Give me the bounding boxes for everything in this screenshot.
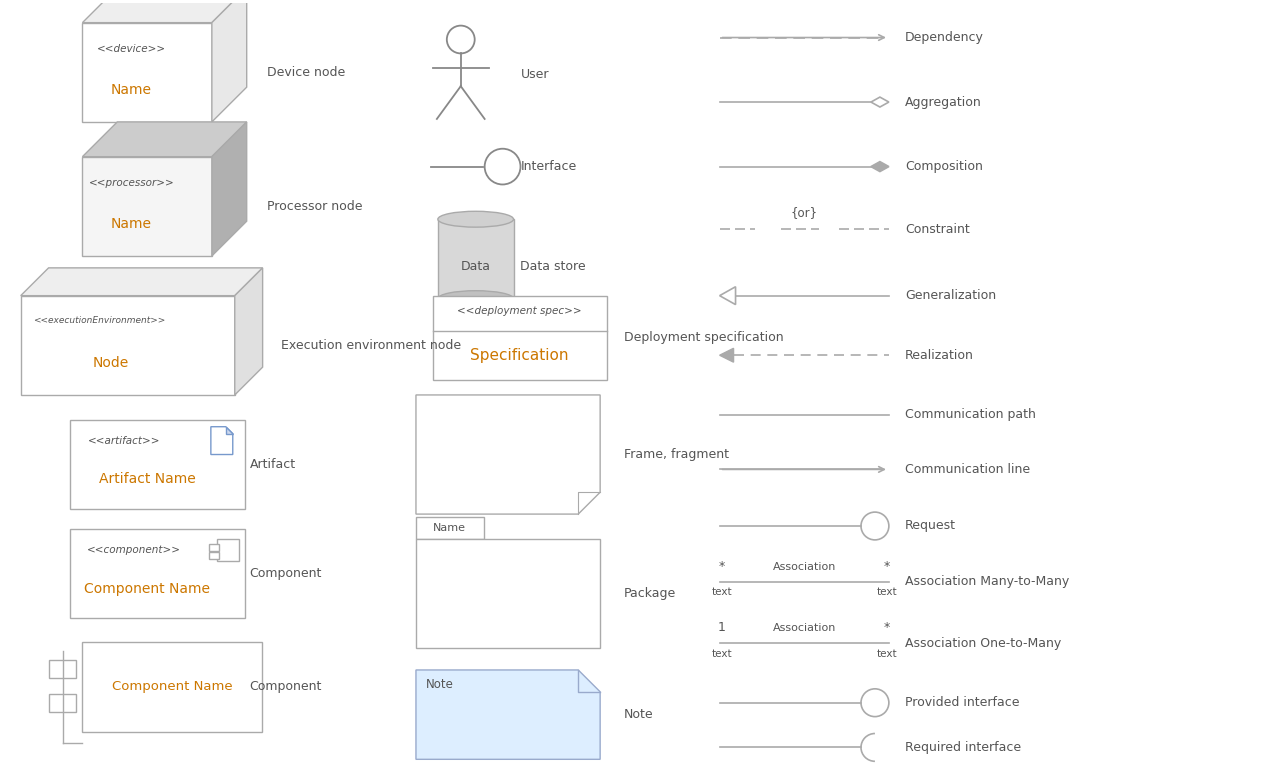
Text: Frame, fragment: Frame, fragment <box>624 448 729 461</box>
Text: Processor node: Processor node <box>267 200 362 213</box>
Text: Device node: Device node <box>267 66 345 79</box>
Text: Component: Component <box>249 680 323 694</box>
Text: Note: Note <box>426 678 454 691</box>
Text: <<executionEnvironment>>: <<executionEnvironment>> <box>33 316 164 326</box>
Text: Request: Request <box>904 519 956 532</box>
Text: Realization: Realization <box>904 349 974 362</box>
Polygon shape <box>211 122 247 256</box>
Text: <<processor>>: <<processor>> <box>89 178 175 188</box>
Text: Specification: Specification <box>471 348 569 363</box>
Text: text: text <box>877 649 897 659</box>
Text: *: * <box>884 560 891 573</box>
FancyBboxPatch shape <box>216 539 239 561</box>
Polygon shape <box>20 268 263 296</box>
FancyBboxPatch shape <box>48 694 76 711</box>
Text: text: text <box>711 587 732 598</box>
Text: Data store: Data store <box>520 260 586 274</box>
Text: Note: Note <box>624 708 654 722</box>
Polygon shape <box>82 122 247 157</box>
Polygon shape <box>211 0 247 122</box>
Text: <<component>>: <<component>> <box>86 545 181 555</box>
Text: Composition: Composition <box>904 160 983 173</box>
Text: Name: Name <box>111 217 152 231</box>
Text: Interface: Interface <box>520 160 577 173</box>
Text: Execution environment node: Execution environment node <box>281 339 460 352</box>
Text: Aggregation: Aggregation <box>904 95 982 109</box>
Text: Data: Data <box>460 260 491 274</box>
FancyBboxPatch shape <box>433 296 607 380</box>
FancyBboxPatch shape <box>48 660 76 678</box>
Polygon shape <box>82 0 247 22</box>
Text: User: User <box>520 67 549 81</box>
Text: text: text <box>877 587 897 598</box>
FancyBboxPatch shape <box>209 544 219 551</box>
FancyBboxPatch shape <box>416 517 483 539</box>
Text: text: text <box>711 649 732 659</box>
Polygon shape <box>870 97 889 107</box>
FancyBboxPatch shape <box>209 552 219 559</box>
FancyBboxPatch shape <box>71 529 244 618</box>
Text: Association Many-to-Many: Association Many-to-Many <box>904 575 1069 588</box>
Text: Name: Name <box>111 83 152 97</box>
Text: {or}: {or} <box>791 206 817 219</box>
Text: Deployment specification: Deployment specification <box>624 331 783 344</box>
Polygon shape <box>720 348 734 362</box>
Text: Provided interface: Provided interface <box>904 696 1020 709</box>
Polygon shape <box>82 157 211 256</box>
Polygon shape <box>20 296 235 395</box>
Polygon shape <box>416 395 600 514</box>
Text: <<artifact>>: <<artifact>> <box>89 436 161 446</box>
Text: Association: Association <box>773 562 836 572</box>
Text: Constraint: Constraint <box>904 222 969 236</box>
Text: Association One-to-Many: Association One-to-Many <box>904 636 1061 649</box>
Text: Node: Node <box>92 356 129 370</box>
Text: <<deployment spec>>: <<deployment spec>> <box>457 305 582 315</box>
Text: Component Name: Component Name <box>111 680 233 694</box>
Polygon shape <box>225 427 233 434</box>
FancyBboxPatch shape <box>438 219 514 298</box>
Text: Package: Package <box>624 587 677 600</box>
Ellipse shape <box>438 212 514 227</box>
FancyBboxPatch shape <box>416 539 600 648</box>
Text: *: * <box>884 622 891 634</box>
Text: <<device>>: <<device>> <box>97 44 166 54</box>
FancyBboxPatch shape <box>82 642 262 732</box>
Text: Communication path: Communication path <box>904 408 1036 422</box>
Text: Required interface: Required interface <box>904 741 1021 754</box>
Text: Communication line: Communication line <box>904 463 1030 476</box>
Polygon shape <box>235 268 263 395</box>
Polygon shape <box>82 22 211 122</box>
FancyBboxPatch shape <box>71 420 244 509</box>
Text: Name: Name <box>434 523 467 533</box>
Polygon shape <box>870 162 889 171</box>
Polygon shape <box>211 427 233 454</box>
Polygon shape <box>720 287 735 305</box>
Text: 1: 1 <box>717 622 726 634</box>
Text: Dependency: Dependency <box>904 31 984 44</box>
Text: Artifact Name: Artifact Name <box>99 472 196 487</box>
Text: Association: Association <box>773 623 836 633</box>
Text: Artifact: Artifact <box>249 458 296 471</box>
Ellipse shape <box>438 291 514 307</box>
Text: Component: Component <box>249 567 323 580</box>
Text: Component Name: Component Name <box>85 581 210 595</box>
Text: *: * <box>719 560 725 573</box>
Polygon shape <box>416 670 600 760</box>
Text: Generalization: Generalization <box>904 289 996 302</box>
